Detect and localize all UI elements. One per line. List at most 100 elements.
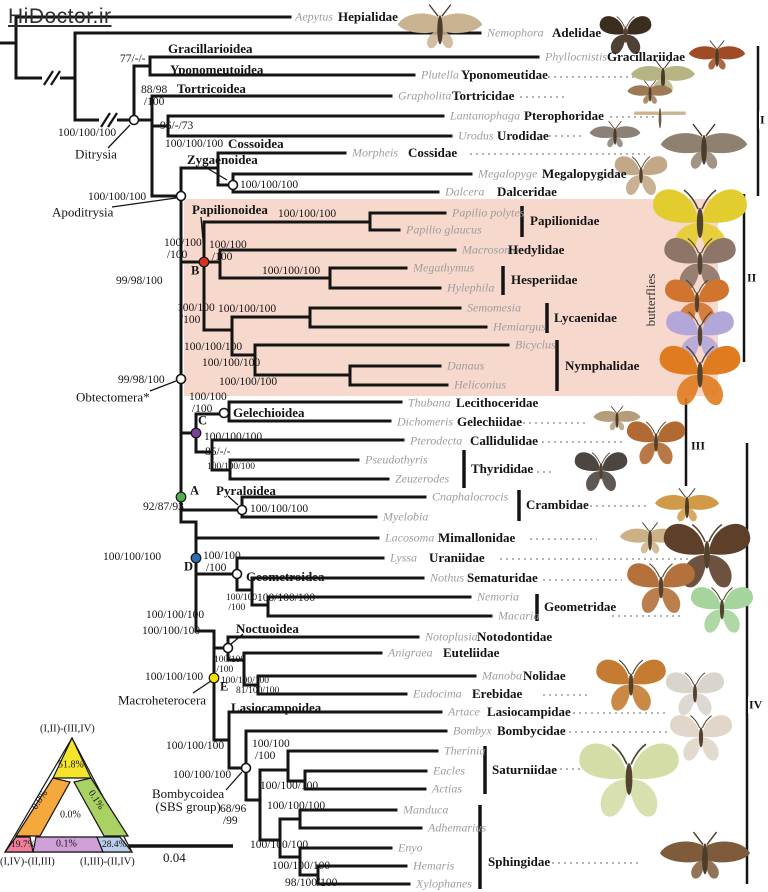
- family-bracket-label: Thyrididae: [471, 461, 534, 476]
- taxon-genus: Therinia: [444, 743, 486, 758]
- group-label-ii: II: [746, 269, 758, 287]
- taxon-genus: Danaus: [447, 358, 485, 373]
- support-value: 100/100/100: [142, 625, 201, 637]
- cossidae-moth-image: [660, 123, 748, 170]
- taxon-genus: Grapholita: [398, 88, 452, 103]
- bombycidae-moth-image: [669, 714, 733, 762]
- support-value: 100/100 /100: [203, 550, 241, 574]
- taxon-genus: Nemoria: [477, 589, 519, 604]
- ternary-bottom-left-value: 19.7%: [11, 840, 36, 850]
- family-bracket-label: Papilionidae: [530, 213, 600, 228]
- node-e-dot: [208, 672, 220, 684]
- node-d-dot: [190, 552, 202, 564]
- node-ditrysia: [128, 114, 140, 126]
- node-zygaenoidea: [227, 179, 239, 191]
- node-noctuoidea: [222, 642, 234, 654]
- taxon-genus: Anigraea: [388, 645, 433, 660]
- taxon-family: Erebidae: [472, 686, 523, 701]
- ternary-right-region: [73, 777, 130, 837]
- ternary-bottomleft-region: [3, 836, 34, 853]
- support-value: 100/100/100: [204, 431, 263, 443]
- support-value: 100/100/100: [166, 740, 225, 752]
- support-value: 77/-/-: [120, 53, 146, 65]
- support-value: 100/100/100: [103, 551, 162, 563]
- taxon-family: Hedylidae: [508, 242, 565, 257]
- superfamily-label: Zygaenoidea: [187, 152, 258, 167]
- group-label-iii: III: [690, 437, 707, 455]
- ternary-bottom-mid-value: 0.1%: [56, 838, 77, 850]
- family-brackets: [462, 206, 559, 889]
- watermark: HiDoctor.ir: [8, 5, 112, 28]
- lettered-nodes: [175, 256, 220, 684]
- node-c-dot: [190, 427, 202, 439]
- family-bracket-label: Crambidae: [526, 497, 589, 512]
- hepialidae-moth-image: [397, 3, 483, 49]
- clade-label-obtectomera: Obtectomera*: [76, 389, 150, 405]
- family-bracket-label: Hesperiidae: [511, 272, 578, 287]
- taxon-genus: Eacles: [433, 763, 465, 778]
- callidulidae-butterfly-image: [626, 420, 686, 465]
- taxon-genus: Macrosoma: [462, 242, 519, 257]
- urodidae-moth-image: [589, 120, 641, 148]
- support-value: 100/100/100: [146, 609, 205, 621]
- support-value: 100/100/100: [218, 303, 277, 315]
- clade-label-macroheterocera: Macroheterocera: [118, 692, 207, 708]
- ternary-bottom-right-label: (I,III)-(II,IV): [80, 856, 135, 868]
- butterflies-highlight-box: [184, 199, 718, 396]
- support-value: 100/100/100: [262, 265, 321, 277]
- crambidae-moth-image: [654, 487, 720, 522]
- node-letter-e: E: [220, 679, 229, 694]
- support-value: 100/100/100: [221, 676, 270, 686]
- group-label-iv: IV: [748, 696, 764, 714]
- support-value: 100/100 /100: [226, 593, 258, 613]
- node-apoditrysia: [175, 190, 187, 202]
- family-bracket-label: Geometridae: [544, 599, 617, 614]
- support-value: 100/100/100: [240, 179, 299, 191]
- taxon-genus: Bicyclus: [515, 337, 556, 352]
- clade-label-bombycoidea: Bombycoidea (SBS group): [152, 786, 225, 814]
- support-value: 100/100 /100: [209, 239, 247, 263]
- taxon-genus: Macaria: [498, 608, 540, 623]
- taxon-family: Hepialidae: [338, 9, 398, 24]
- taxon-family: Dalceridae: [497, 184, 557, 199]
- taxon-genus: Hemiargus: [493, 319, 546, 334]
- family-bracket-label: Saturniidae: [492, 762, 558, 777]
- support-value: 100/100/100: [184, 341, 243, 353]
- taxon-genus: Manoba: [482, 668, 522, 683]
- taxon-family: Yponomeutidae: [461, 67, 548, 82]
- taxon-genus: Cnaphalocrocis: [432, 489, 509, 504]
- support-value: 100/100/100: [250, 839, 309, 851]
- node-gelechioidea: [218, 407, 230, 419]
- support-value: 99/98/100: [116, 275, 163, 287]
- lasiocampidae-moth-image: [665, 671, 725, 716]
- thyrididae-moth-image: [574, 451, 628, 492]
- support-value: 96/-/73: [160, 120, 194, 132]
- support-value: 100/100/100: [173, 769, 232, 781]
- superfamily-label: Gracillarioidea: [168, 41, 253, 56]
- taxon-genus: Papilio glaucus: [406, 222, 482, 237]
- taxon-genus: Nothus: [430, 570, 465, 585]
- taxon-genus: Hemaris: [413, 858, 455, 873]
- taxon-genus: Dichomeris: [397, 414, 453, 429]
- taxon-genus: Aepytus: [295, 9, 333, 24]
- ternary-top-region: [52, 736, 92, 779]
- taxon-genus: Pseudothyris: [365, 452, 428, 467]
- clade-label-apoditrysia: Apoditrysia: [52, 204, 114, 220]
- group-brackets: [684, 46, 760, 884]
- node-geometroidea: [231, 568, 243, 580]
- scale-bar-label: 0.04: [163, 850, 186, 865]
- label-pointer-lines: [107, 124, 244, 791]
- taxon-genus: Lantanophaga: [450, 108, 521, 123]
- taxon-genus: Myelobia: [383, 509, 429, 524]
- sphingidae-moth-image: [659, 831, 751, 880]
- support-value: 100/100 /100: [189, 391, 227, 415]
- ternary-top-value: 51.8%: [58, 759, 84, 771]
- family-bracket-label: Lycaenidae: [554, 310, 617, 325]
- ternary-bottomright-region: [96, 836, 134, 853]
- taxon-family: Lecithoceridae: [456, 395, 539, 410]
- superfamily-label: Pyraloidea: [216, 483, 276, 498]
- superfamily-label: Lasiocampoidea: [231, 700, 322, 715]
- taxon-genus: Papilio polytes: [452, 205, 525, 220]
- taxon-family: Callidulidae: [470, 433, 538, 448]
